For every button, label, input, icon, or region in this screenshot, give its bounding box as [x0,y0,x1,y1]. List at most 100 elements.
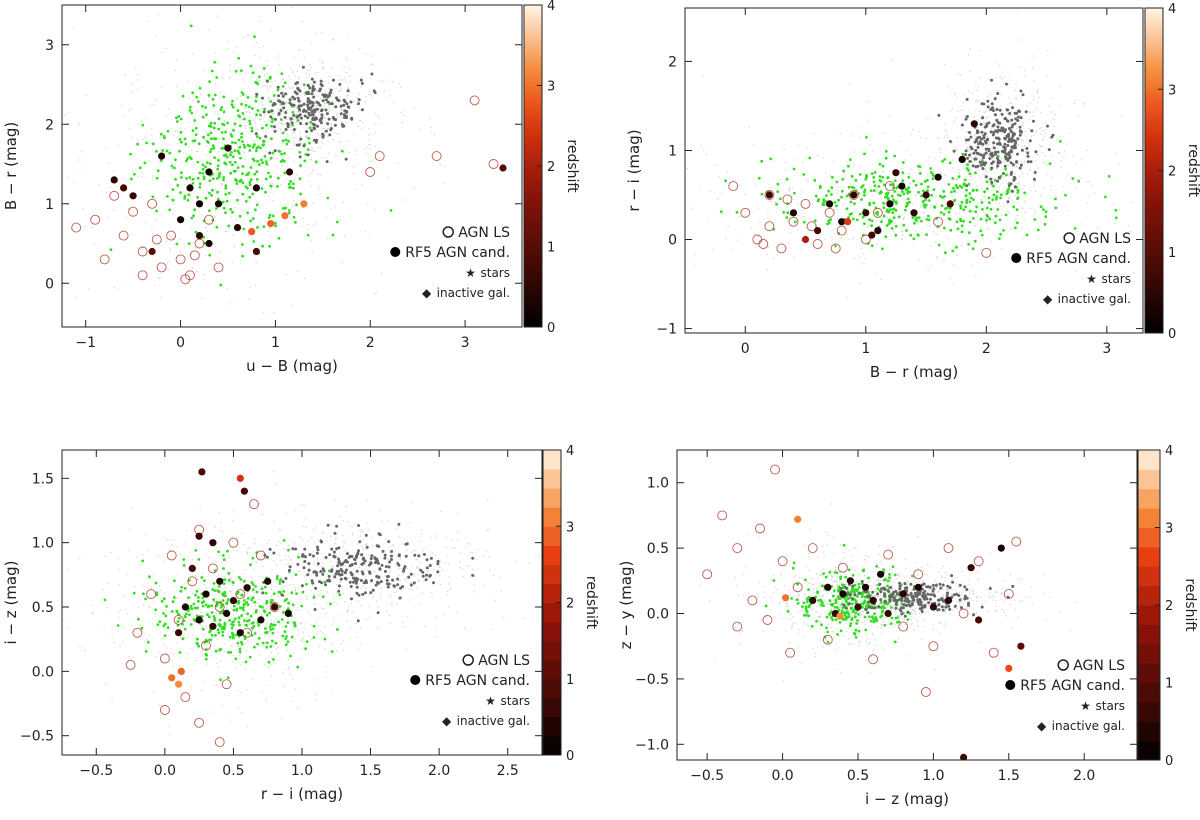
field-point [287,668,289,670]
inactive-galaxy-point [895,202,898,205]
field-point [372,665,374,668]
field-point [342,79,344,81]
star-point [425,566,429,570]
field-point [867,224,870,226]
field-point [960,74,962,76]
star-point [981,161,985,165]
field-point [141,120,143,122]
field-point [968,150,970,152]
field-point [241,118,243,121]
rf5-candidate-point [874,227,882,235]
field-point [397,589,399,591]
star-point [343,560,347,564]
field-point [789,232,792,234]
field-point [280,174,282,177]
star-point [344,157,348,161]
star-point [984,161,988,165]
field-point [306,76,309,79]
field-point [404,579,406,581]
field-point [157,277,159,279]
field-point [1174,204,1175,205]
agn-ls-point [788,216,799,227]
field-point [396,528,398,530]
star-point [282,106,286,110]
inactive-galaxy-point [206,161,209,165]
field-point [298,65,301,67]
inactive-galaxy-point [180,176,183,179]
field-point [276,109,279,111]
field-point [313,542,316,544]
inactive-galaxy-point [240,102,244,106]
star-point [992,130,996,134]
inactive-galaxy-point [269,175,272,179]
field-point [186,621,188,623]
field-point [279,107,281,110]
star-point [361,592,365,596]
field-point [982,211,985,213]
inactive-galaxy-point [872,201,876,205]
inactive-galaxy-point [246,143,250,147]
field-point [285,226,288,229]
star-point [396,577,400,581]
field-point [230,607,232,610]
field-point [248,234,250,236]
field-point [215,526,217,528]
inactive-galaxy-point [226,676,230,679]
field-point [219,96,222,99]
inactive-galaxy-point [184,159,188,163]
field-point [1029,190,1031,192]
star-point [304,91,308,95]
field-point [302,638,304,641]
field-point [351,525,353,527]
inactive-galaxy-point [931,177,935,181]
star-point [308,86,312,90]
field-point [264,120,266,122]
field-point [142,247,144,249]
inactive-galaxy-point [882,206,886,210]
inactive-galaxy-point [281,85,285,88]
field-point [1024,160,1026,162]
field-point [254,284,257,286]
field-point [326,591,329,593]
star-point [357,549,360,553]
star-point [376,559,379,563]
field-point [113,209,115,211]
field-point [399,62,401,64]
field-point [297,634,299,636]
field-point [984,170,987,172]
inactive-galaxy-point [306,233,310,237]
inactive-galaxy-point [882,201,886,205]
field-point [365,152,367,155]
agn-ls-point [109,190,120,201]
agn-ls-point [187,576,198,587]
inactive-galaxy-point [238,124,242,128]
inactive-galaxy-point [227,224,231,228]
inactive-galaxy-point [261,605,264,609]
field-point [988,184,990,187]
agn-ls-point [824,207,835,218]
field-point [339,516,341,518]
field-point [1021,226,1024,228]
star-point [974,165,978,169]
field-point [770,579,772,582]
star-point [299,116,303,120]
star-point [324,129,328,133]
field-point [277,646,279,649]
field-point [943,198,946,201]
field-point [1028,144,1031,147]
field-point [951,159,954,161]
field-point [308,73,310,76]
star-point [284,128,288,131]
inactive-galaxy-point [208,638,212,642]
field-point [946,86,949,88]
star-point [324,108,328,112]
inactive-galaxy-point [222,154,226,158]
inactive-galaxy-point [155,209,158,213]
inactive-galaxy-point [1005,173,1008,177]
inactive-galaxy-point [221,554,225,557]
field-point [377,606,379,608]
field-point [254,54,256,57]
field-point [303,589,305,591]
panel-ub-br: −1 0 1 2 3 0 1 2 3 u − B (mag) B − r (mag) AGN LS RF… [0,0,600,410]
star-point [1046,124,1049,128]
